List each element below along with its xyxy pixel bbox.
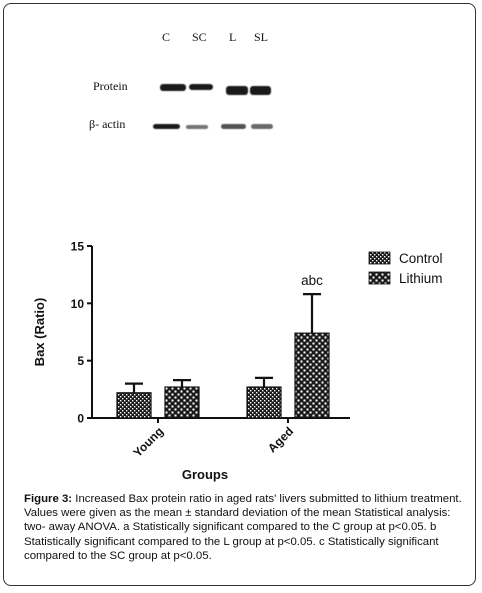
actin-band-sc — [186, 125, 208, 129]
figure-frame — [3, 3, 476, 586]
protein-band-sc — [189, 84, 213, 90]
y-tick-label: 0 — [77, 412, 84, 426]
x-axis-label: Groups — [182, 467, 228, 482]
caption-label: Figure 3: — [24, 493, 73, 505]
actin-band-sl — [251, 124, 273, 129]
blot-row-label-actin: β- actin — [89, 117, 126, 131]
x-tick-label-young: Young — [130, 424, 166, 460]
lane-label-sc: SC — [192, 30, 207, 44]
bar-control-young — [116, 392, 152, 419]
protein-band-sl — [250, 86, 271, 95]
lane-label-l: L — [229, 30, 237, 44]
figure-caption: Figure 3: Increased Bax protein ratio in… — [24, 492, 464, 563]
bar-lithium-aged — [294, 332, 330, 419]
bar-control-aged — [246, 386, 282, 419]
legend-swatch-control — [368, 251, 391, 265]
annotation-label: abc — [301, 273, 323, 288]
x-axis: Young Aged — [92, 417, 350, 460]
lane-label-c: C — [162, 30, 171, 44]
protein-band-l — [226, 86, 248, 95]
y-axis: 0 5 10 15 — [71, 240, 93, 426]
legend-label-control: Control — [399, 251, 443, 266]
legend-label-lithium: Lithium — [399, 271, 443, 286]
y-tick-label: 5 — [77, 354, 84, 368]
y-tick-label: 10 — [71, 297, 85, 311]
bar-lithium-young — [164, 386, 200, 419]
y-tick-label: 15 — [71, 240, 85, 254]
legend: Control Lithium — [368, 251, 443, 286]
caption-text: Increased Bax protein ratio in aged rats… — [24, 493, 462, 562]
protein-band-c — [160, 84, 186, 91]
lane-label-sl: SL — [254, 30, 269, 44]
actin-band-l — [221, 124, 246, 129]
x-tick-label-aged: Aged — [265, 424, 296, 455]
blot-row-label-protein: Protein — [93, 79, 128, 93]
bars: abc — [116, 273, 330, 419]
actin-band-c — [153, 124, 180, 129]
legend-swatch-lithium — [368, 271, 391, 285]
y-axis-label: Bax (Ratio) — [32, 298, 47, 367]
